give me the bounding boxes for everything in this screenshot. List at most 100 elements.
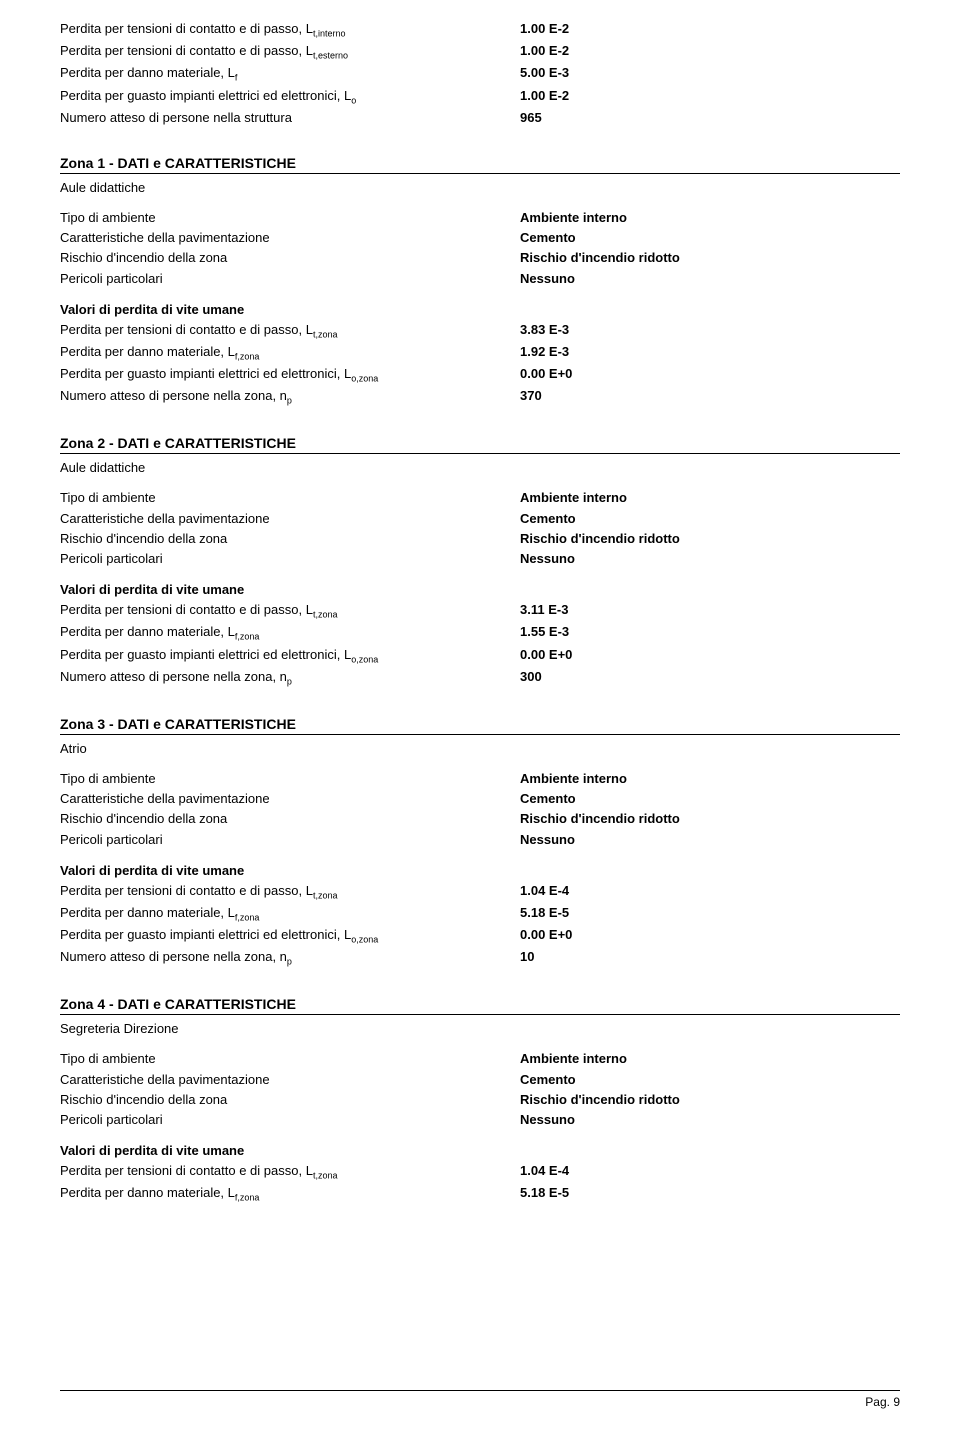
row-label-subscript: f [235, 73, 238, 83]
row-label: Caratteristiche della pavimentazione [60, 510, 520, 528]
data-row: Numero atteso di persone nella zona, np3… [60, 387, 900, 407]
data-row: Perdita per danno materiale, Lf,zona5.18… [60, 1184, 900, 1204]
row-label: Rischio d'incendio della zona [60, 530, 520, 548]
data-row: Pericoli particolariNessuno [60, 550, 900, 568]
row-label: Tipo di ambiente [60, 489, 520, 507]
data-row: Perdita per guasto impianti elettrici ed… [60, 87, 900, 107]
section-subtitle: Atrio [60, 741, 900, 756]
section-title: Zona 2 - DATI e CARATTERISTICHE [60, 435, 900, 454]
row-label: Perdita per tensioni di contatto e di pa… [60, 20, 520, 40]
row-label: Caratteristiche della pavimentazione [60, 229, 520, 247]
row-value: 5.18 E-5 [520, 1184, 569, 1204]
row-label: Perdita per tensioni di contatto e di pa… [60, 601, 520, 621]
row-value: Rischio d'incendio ridotto [520, 249, 680, 267]
row-value: Rischio d'incendio ridotto [520, 530, 680, 548]
row-label-subscript: t,zona [313, 329, 338, 339]
data-row: Perdita per guasto impianti elettrici ed… [60, 646, 900, 666]
row-value: Nessuno [520, 550, 575, 568]
row-label: Pericoli particolari [60, 270, 520, 288]
row-label: Tipo di ambiente [60, 1050, 520, 1068]
row-label-subscript: o [351, 95, 356, 105]
row-label: Numero atteso di persone nella zona, np [60, 948, 520, 968]
row-label-subscript: t,zona [313, 1171, 338, 1181]
data-row: Caratteristiche della pavimentazioneCeme… [60, 1071, 900, 1089]
row-label: Tipo di ambiente [60, 770, 520, 788]
row-label: Numero atteso di persone nella zona, np [60, 387, 520, 407]
section-title: Zona 4 - DATI e CARATTERISTICHE [60, 996, 900, 1015]
row-value: Rischio d'incendio ridotto [520, 1091, 680, 1109]
section-subtitle: Segreteria Direzione [60, 1021, 900, 1036]
data-row: Numero atteso di persone nella struttura… [60, 109, 900, 127]
row-label: Pericoli particolari [60, 1111, 520, 1129]
valori-heading: Valori di perdita di vite umane [60, 582, 900, 597]
row-label: Numero atteso di persone nella struttura [60, 109, 520, 127]
row-value: 370 [520, 387, 542, 407]
row-label-subscript: p [287, 396, 292, 406]
row-value: 10 [520, 948, 534, 968]
row-label-subscript: p [287, 676, 292, 686]
row-value: 3.11 E-3 [520, 601, 568, 621]
row-value: 1.04 E-4 [520, 1162, 569, 1182]
row-label-subscript: f,zona [235, 912, 260, 922]
data-row: Rischio d'incendio della zonaRischio d'i… [60, 1091, 900, 1109]
data-row: Tipo di ambienteAmbiente interno [60, 1050, 900, 1068]
row-value: 1.00 E-2 [520, 87, 569, 107]
section-title: Zona 3 - DATI e CARATTERISTICHE [60, 716, 900, 735]
data-row: Tipo di ambienteAmbiente interno [60, 770, 900, 788]
data-row: Perdita per danno materiale, Lf,zona1.92… [60, 343, 900, 363]
row-label: Perdita per danno materiale, Lf,zona [60, 623, 520, 643]
row-label: Perdita per guasto impianti elettrici ed… [60, 926, 520, 946]
row-value: 3.83 E-3 [520, 321, 569, 341]
data-row: Perdita per danno materiale, Lf,zona5.18… [60, 904, 900, 924]
data-row: Caratteristiche della pavimentazioneCeme… [60, 790, 900, 808]
row-value: Ambiente interno [520, 770, 627, 788]
row-label-subscript: t,zona [313, 610, 338, 620]
data-row: Perdita per tensioni di contatto e di pa… [60, 882, 900, 902]
data-row: Pericoli particolariNessuno [60, 831, 900, 849]
row-label-subscript: o,zona [351, 374, 378, 384]
section-subtitle: Aule didattiche [60, 460, 900, 475]
row-value: 0.00 E+0 [520, 926, 572, 946]
data-row: Rischio d'incendio della zonaRischio d'i… [60, 530, 900, 548]
row-value: Nessuno [520, 831, 575, 849]
row-value: Nessuno [520, 270, 575, 288]
data-row: Caratteristiche della pavimentazioneCeme… [60, 229, 900, 247]
row-value: 1.00 E-2 [520, 20, 569, 40]
row-value: 1.55 E-3 [520, 623, 569, 643]
row-value: Ambiente interno [520, 209, 627, 227]
row-label: Pericoli particolari [60, 831, 520, 849]
row-label: Rischio d'incendio della zona [60, 810, 520, 828]
data-row: Pericoli particolariNessuno [60, 1111, 900, 1129]
row-label-subscript: t,interno [313, 29, 346, 39]
row-label: Tipo di ambiente [60, 209, 520, 227]
row-value: 5.18 E-5 [520, 904, 569, 924]
data-row: Numero atteso di persone nella zona, np1… [60, 948, 900, 968]
row-label: Perdita per tensioni di contatto e di pa… [60, 42, 520, 62]
data-row: Perdita per guasto impianti elettrici ed… [60, 926, 900, 946]
row-label: Numero atteso di persone nella zona, np [60, 668, 520, 688]
row-label-subscript: t,esterno [313, 51, 348, 61]
row-label-subscript: t,zona [313, 890, 338, 900]
row-label-subscript: f,zona [235, 1193, 260, 1203]
data-row: Numero atteso di persone nella zona, np3… [60, 668, 900, 688]
row-label: Perdita per danno materiale, Lf,zona [60, 1184, 520, 1204]
data-row: Perdita per tensioni di contatto e di pa… [60, 601, 900, 621]
row-value: Cemento [520, 1071, 576, 1089]
data-row: Perdita per tensioni di contatto e di pa… [60, 1162, 900, 1182]
data-row: Tipo di ambienteAmbiente interno [60, 209, 900, 227]
row-value: 5.00 E-3 [520, 64, 569, 84]
row-value: 0.00 E+0 [520, 365, 572, 385]
row-value: 965 [520, 109, 542, 127]
row-label: Perdita per danno materiale, Lf [60, 64, 520, 84]
data-row: Pericoli particolariNessuno [60, 270, 900, 288]
data-row: Perdita per tensioni di contatto e di pa… [60, 321, 900, 341]
data-row: Tipo di ambienteAmbiente interno [60, 489, 900, 507]
section-title: Zona 1 - DATI e CARATTERISTICHE [60, 155, 900, 174]
row-value: Ambiente interno [520, 489, 627, 507]
row-label: Perdita per danno materiale, Lf,zona [60, 904, 520, 924]
row-label-subscript: f,zona [235, 351, 260, 361]
row-label: Rischio d'incendio della zona [60, 1091, 520, 1109]
data-row: Perdita per guasto impianti elettrici ed… [60, 365, 900, 385]
row-label: Rischio d'incendio della zona [60, 249, 520, 267]
row-value: Cemento [520, 790, 576, 808]
